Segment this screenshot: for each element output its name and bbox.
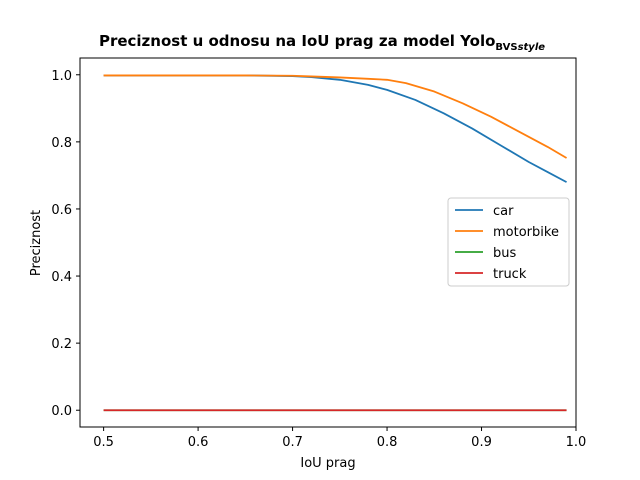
legend: car motorbike bus truck — [447, 197, 570, 287]
x-tick-label: 1.0 — [566, 435, 587, 450]
x-tick-label: 0.5 — [93, 435, 114, 450]
series-lines — [103, 74, 568, 412]
x-tick-label: 0.6 — [188, 435, 209, 450]
chart-title-subscript-italic: style — [518, 42, 546, 53]
x-axis-ticks: 0.5 0.6 0.7 0.8 0.9 1.0 — [93, 427, 586, 450]
y-tick-label: 0.8 — [51, 136, 72, 151]
y-axis-label: Preciznost — [29, 210, 44, 276]
x-axis-label: IoU prag — [300, 456, 355, 471]
legend-label-car: car — [493, 204, 514, 219]
legend-box — [447, 197, 570, 287]
legend-label-truck: truck — [493, 267, 527, 282]
y-tick-label: 0.0 — [51, 404, 72, 419]
axes-frame — [79, 57, 577, 428]
y-axis-ticks: 0.0 0.2 0.4 0.6 0.8 1.0 — [51, 69, 80, 419]
chart-title-subscript: BVS — [495, 42, 517, 53]
x-tick-label: 0.8 — [377, 435, 398, 450]
x-tick-label: 0.7 — [282, 435, 303, 450]
chart-title: Preciznost u odnosu na IoU prag za model… — [99, 32, 545, 53]
legend-label-bus: bus — [493, 246, 516, 261]
y-tick-label: 1.0 — [51, 69, 72, 84]
series-line-motorbike — [103, 74, 568, 159]
x-tick-label: 0.9 — [471, 435, 492, 450]
y-tick-label: 0.6 — [51, 203, 72, 218]
y-tick-label: 0.4 — [51, 270, 72, 285]
chart-title-main: Preciznost u odnosu na IoU prag za model… — [99, 32, 495, 50]
y-tick-label: 0.2 — [51, 337, 72, 352]
legend-label-motorbike: motorbike — [493, 225, 559, 240]
